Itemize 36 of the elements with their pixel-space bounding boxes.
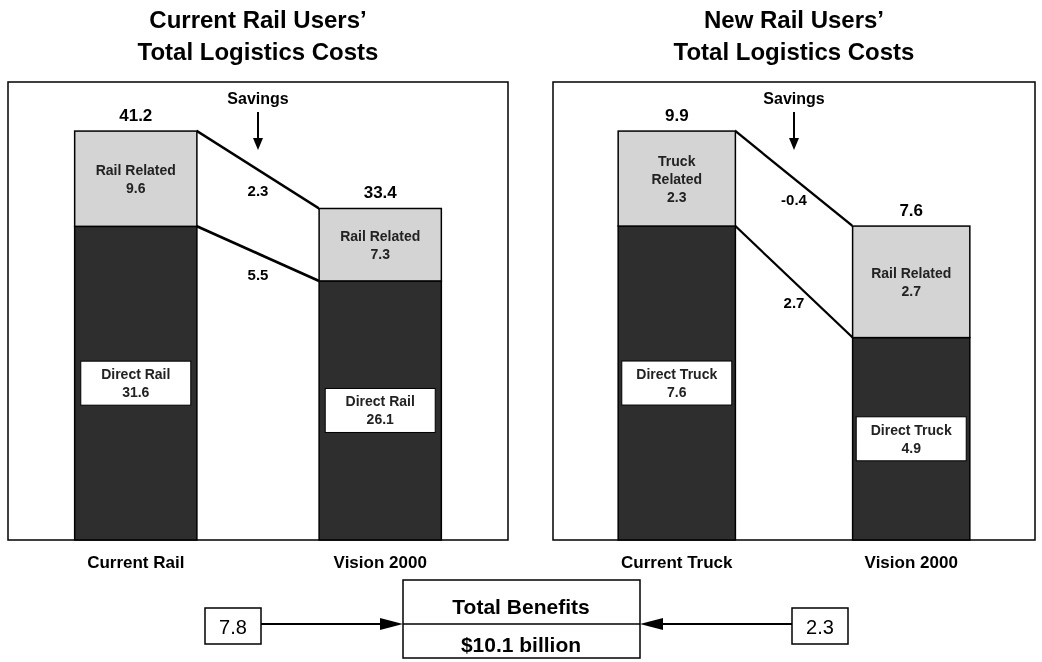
data-label: 7.3 xyxy=(370,245,391,262)
x-tick-label: Vision 2000 xyxy=(333,553,427,572)
data-label: 9.6 xyxy=(126,179,146,196)
chart-title: New Rail Users’ Total Logistics Costs xyxy=(673,6,915,65)
chart-title: Current Rail Users’ Total Logistics Costs xyxy=(137,6,379,65)
total-label: 7.6 xyxy=(899,201,924,221)
text: Direct Truck xyxy=(870,421,952,438)
text: 2.3 xyxy=(806,616,834,638)
text: Savings xyxy=(227,90,289,107)
annotation: -0.4 xyxy=(781,190,808,208)
series-label: Truck Related xyxy=(651,152,703,187)
annotation: 5.5 xyxy=(247,265,269,283)
annotation: 2.3 xyxy=(247,181,269,199)
x-tick-label: Current Rail xyxy=(87,553,185,572)
x-tick-label: Vision 2000 xyxy=(864,553,958,572)
total-label: 9.9 xyxy=(664,106,689,126)
text: Direct Rail xyxy=(101,366,171,383)
text: 7.8 xyxy=(219,616,247,638)
series-label: Direct Rail xyxy=(345,393,415,410)
series-label: Rail Related xyxy=(340,227,421,244)
text: $10.1 billion xyxy=(460,633,582,656)
total-label: 41.2 xyxy=(119,106,153,126)
data-label: 2.7 xyxy=(901,282,922,299)
annotation: 2.7 xyxy=(783,293,805,311)
text: Total Benefits xyxy=(452,595,590,618)
data-label: 7.6 xyxy=(667,384,687,401)
text: Savings xyxy=(763,90,825,107)
data-label: 4.9 xyxy=(901,439,922,456)
data-label: 31.6 xyxy=(122,384,150,401)
series-label: Direct Truck xyxy=(636,366,718,383)
text: Rail Related xyxy=(95,161,176,178)
data-label: 2.3 xyxy=(667,188,687,205)
total-label: 33.4 xyxy=(363,183,398,203)
data-label: 26.1 xyxy=(366,411,395,428)
x-tick-label: Current Truck xyxy=(621,553,734,572)
series-label: Rail Related xyxy=(871,264,952,281)
